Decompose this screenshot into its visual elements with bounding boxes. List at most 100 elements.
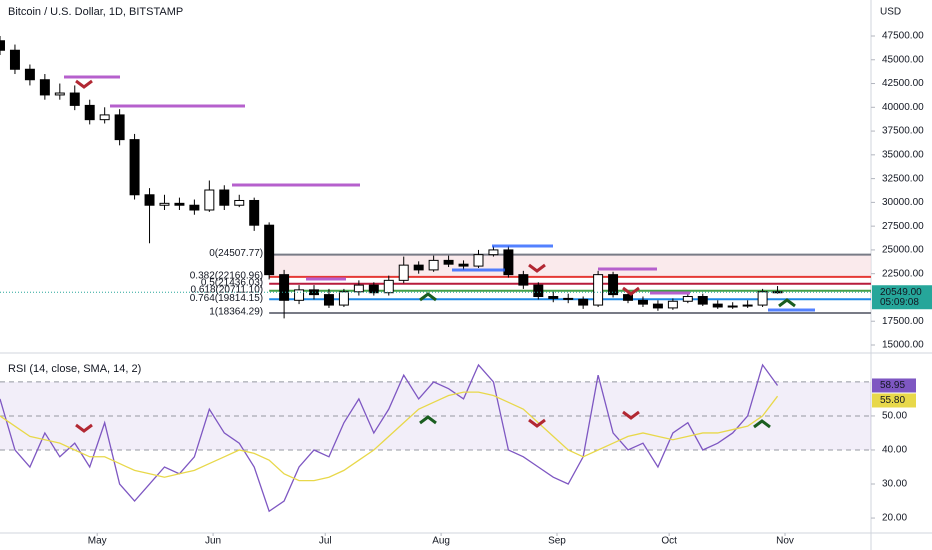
x-tick-label: Nov [776,536,794,547]
candle-body [682,296,693,302]
rsi-y-tick-label: 40.00 [882,445,907,456]
rsi-badge [872,378,916,393]
y-tick-label: 27500.00 [882,221,924,232]
candle-body [294,289,305,301]
candle-body [309,289,319,296]
candle-body [637,299,648,305]
fib-label: 0.5(21436.03) [201,277,263,288]
rsi-line [0,391,779,482]
candle-body [129,139,140,196]
y-tick-label: 42500.00 [882,78,924,89]
candle-body [518,274,529,286]
y-tick-label: 25000.00 [882,245,924,256]
candle-body [353,284,364,293]
y-tick-label: 45000.00 [882,54,924,65]
fib-label: 0(24507.77) [209,248,263,259]
candle-body [413,264,424,271]
y-tick-label: 40000.00 [882,102,924,113]
rsi-badge-label: 58.95 [880,380,905,391]
candle-body [368,284,379,294]
candle-body [428,259,439,271]
resistance-lines [64,75,690,295]
candle-body [279,274,290,301]
candle-body [503,249,514,276]
candle-body [548,296,559,299]
candle-body [578,298,589,306]
y-tick-label: 32500.00 [882,173,924,184]
y-tick-label: 47500.00 [882,31,924,42]
drawings [64,75,815,433]
candle-body [667,300,678,309]
sma-badge [872,393,916,408]
y-tick-label: 30000.00 [882,197,924,208]
candle-body [488,249,499,256]
y-tick-label: 37500.00 [882,126,924,137]
candle-body [533,284,544,298]
candle-body [69,92,80,106]
sell-markers [75,79,640,433]
x-tick-label: May [88,536,107,547]
x-tick-label: Jun [205,536,221,547]
candle-body [234,199,245,206]
candle-body [0,40,5,51]
candle-body [443,259,454,265]
candle-body [264,224,275,276]
candle-body [39,79,50,96]
y-tick-label: 22500.00 [882,268,924,279]
chart-title: Bitcoin / U.S. Dollar, 1D, BITSTAMP [8,6,183,18]
candle-body [338,291,349,306]
candle-body [383,279,394,294]
candle-body [249,199,260,226]
rsi-line [0,363,779,513]
rsi-title: RSI (14, close, SMA, 14, 2) [8,363,141,375]
x-tick-label: Aug [432,536,450,547]
candle-body [99,114,110,121]
y-tick-label: 15000.00 [882,340,924,351]
candle-body [757,291,768,306]
y-tick-label: 35000.00 [882,149,924,160]
candle-body [144,194,155,206]
candle-body [84,104,95,121]
last-price-label: 20549.00 [880,287,922,298]
y-tick-label: 17500.00 [882,316,924,327]
countdown-label: 05:09:08 [880,297,919,308]
x-tick-label: Sep [548,536,566,547]
fib-label: 0.618(20711.10) [190,284,263,295]
fib-zone [269,254,871,277]
candle-body [458,263,469,267]
candle-body [204,189,215,211]
candle-body [54,92,65,96]
candle-body [159,202,170,206]
candle-body [398,264,409,281]
axis-unit: USD [880,7,901,18]
support-lines [452,244,815,312]
candle-body [563,297,574,300]
last-price-badge [872,285,932,310]
candle-body [697,296,708,305]
buy-markers [419,292,796,429]
candle-body [9,49,20,70]
candle-body [473,254,484,267]
candle-body [24,68,35,81]
candle-body [114,114,125,141]
fib-label: 0.382(22160.96) [190,271,263,282]
candle-body [712,303,723,308]
candle-body [727,305,738,308]
rsi-y-tick-label: 30.00 [882,479,907,490]
candle-body [623,294,634,301]
candle-body [174,202,185,206]
candle-body [189,204,200,211]
candle-body [652,303,663,309]
candle-body [323,294,334,306]
candle-body [219,189,230,206]
x-tick-label: Jul [319,536,332,547]
sma-badge-label: 55.80 [880,395,905,406]
candle-body [593,274,604,306]
candle-body [608,274,619,296]
fib-label: 1(18364.29) [209,307,263,318]
x-tick-label: Oct [661,536,677,547]
fib-label: 0.764(19814.15) [190,293,263,304]
rsi-y-tick-label: 50.00 [882,411,907,422]
rsi-y-tick-label: 20.00 [882,513,907,524]
